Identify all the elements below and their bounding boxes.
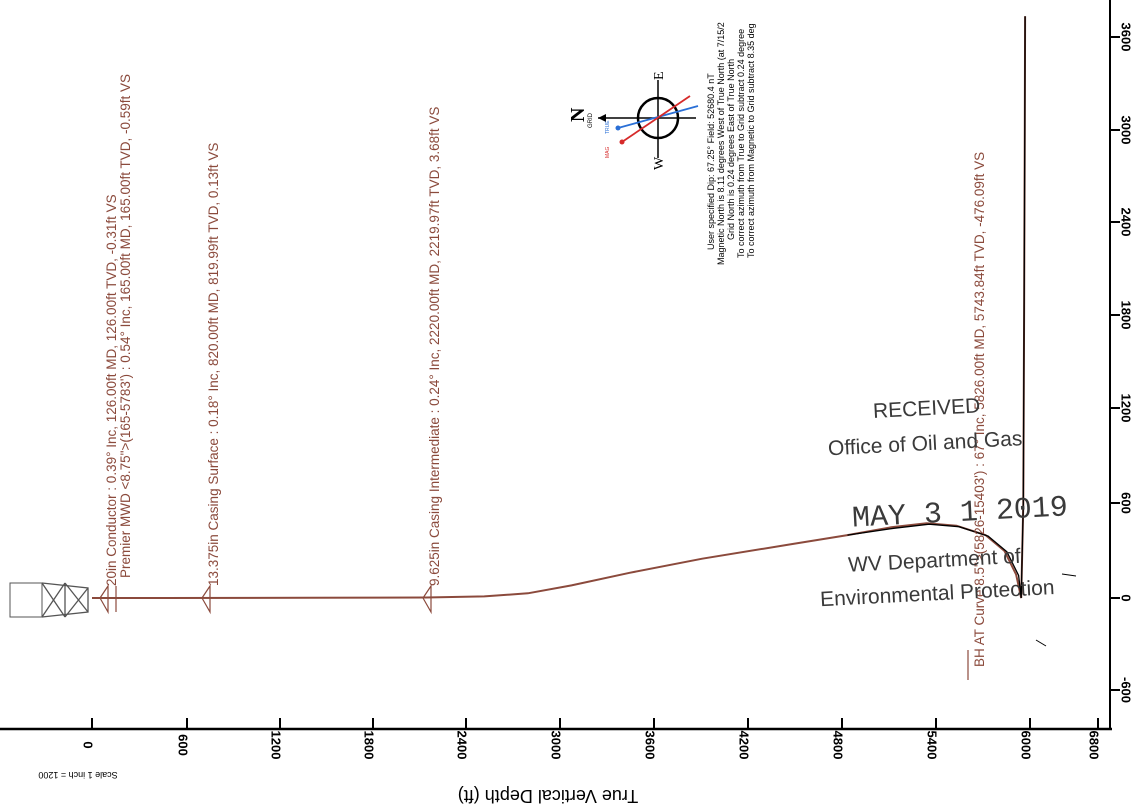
- vs-tick-label: 2400: [1119, 208, 1134, 237]
- vs-tick-label: 0: [1119, 594, 1134, 601]
- stamp-date: MAY 3 1 2019: [851, 491, 1069, 536]
- mag-info-line-1: User specified Dip: 67.25° Field: 52680.…: [706, 73, 716, 250]
- conductor-annotation: 20in Conductor : 0.39° Inc, 126.00ft MD,…: [104, 194, 119, 586]
- tvd-tick-label: 4200: [737, 731, 752, 760]
- north-compass: N GRID E W TRUE MAG: [567, 71, 699, 170]
- tvd-tick-label: 4800: [831, 731, 846, 760]
- tvd-axis-label: True Vertical Depth (ft): [458, 786, 638, 806]
- bh-curve-annotation: BH AT Curve 8.5">(5826-15403') : 67° Inc…: [972, 152, 987, 667]
- compass-north-label: N: [567, 107, 589, 122]
- stamp-dept-line-2: Environmental Protection: [820, 576, 1056, 611]
- stamp-dept-line-1: WV Department of: [848, 545, 1022, 577]
- mag-info-line-2: Magnetic North is 8.11 degrees West of T…: [716, 22, 726, 265]
- tvd-tick-label: 6000: [1019, 731, 1034, 760]
- compass-east-label: E: [652, 71, 667, 80]
- tvd-tick-label: 3000: [549, 731, 564, 760]
- magnetic-info-block: User specified Dip: 67.25° Field: 52680.…: [706, 22, 756, 265]
- survey-tick-marks: [1035, 573, 1077, 647]
- compass-true-label: TRUE: [605, 120, 611, 134]
- vs-tick-label: 3600: [1119, 23, 1134, 52]
- compass-grid-label: GRID: [588, 112, 594, 128]
- tvd-tick-label: 3600: [643, 731, 658, 760]
- mag-info-line-4: To correct azimuth from True to Grid sub…: [736, 29, 746, 258]
- compass-west-label: W: [652, 156, 667, 170]
- tvd-tick-label: 5400: [925, 731, 940, 760]
- intermediate-casing-annotation: 9.625in Casing Intermediate : 0.24° Inc,…: [427, 107, 442, 586]
- rig-icon: [9, 582, 89, 618]
- vs-tick-label: 600: [1119, 492, 1134, 514]
- tvd-tick-label: 600: [176, 734, 191, 756]
- tvd-tick-label: 0: [81, 741, 96, 748]
- tvd-tick-label: 1800: [362, 731, 377, 760]
- surface-casing-annotation: 13.375in Casing Surface : 0.18° Inc, 820…: [206, 143, 221, 586]
- stamp-office: Office of Oil and Gas: [827, 427, 1022, 460]
- vs-tick-label: 1200: [1119, 394, 1134, 423]
- actual-wellbore-path: [847, 16, 1026, 599]
- tvd-tick-label: 2400: [455, 731, 470, 760]
- tvd-tick-label: 6800: [1087, 731, 1102, 760]
- mag-info-line-3: Grid North is 0.24 degrees East of True …: [726, 59, 736, 240]
- vs-tick-label: 3000: [1119, 116, 1134, 145]
- vs-axis: -600 0 600 1200 1800 2400 3000 3600: [1109, 0, 1134, 728]
- mag-info-line-5: To correct azimuth from Magnetic to Grid…: [746, 23, 756, 258]
- received-stamp: RECEIVED Office of Oil and Gas MAY 3 1 2…: [820, 394, 1069, 611]
- vs-tick-label: 1800: [1119, 301, 1134, 330]
- scale-label: Scale 1 inch = 1200: [38, 770, 117, 780]
- tvd-tick-label: 1200: [269, 731, 284, 760]
- compass-mag-label: MAG: [605, 147, 611, 159]
- stamp-received: RECEIVED: [872, 394, 980, 423]
- tvd-axis: 0 600 1200 1800 2400 3000 3600 4200 4800 5400 6000…: [0, 718, 1112, 806]
- premier-annotation: Premier MWD <8.75">(165-5783') : 0.54° I…: [118, 74, 133, 578]
- vs-tick-label: -600: [1119, 677, 1134, 703]
